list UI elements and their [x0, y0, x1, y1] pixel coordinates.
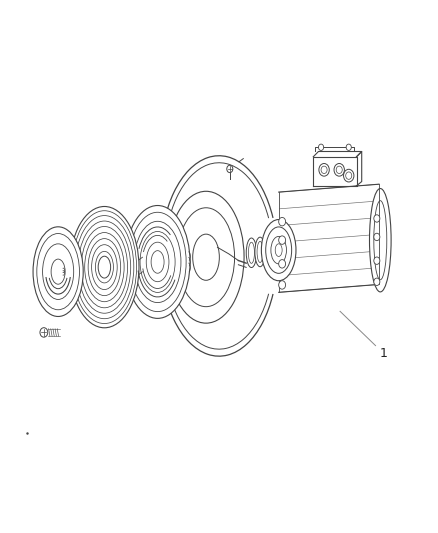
Circle shape [346, 144, 351, 150]
Ellipse shape [70, 206, 139, 328]
Ellipse shape [125, 206, 190, 318]
Circle shape [346, 172, 352, 179]
Circle shape [279, 217, 286, 226]
Circle shape [319, 164, 329, 176]
Ellipse shape [168, 191, 244, 323]
Ellipse shape [370, 189, 391, 292]
Circle shape [374, 278, 380, 286]
Circle shape [321, 166, 327, 174]
Circle shape [279, 236, 286, 244]
Circle shape [336, 166, 342, 174]
Circle shape [227, 165, 233, 173]
Ellipse shape [261, 220, 296, 281]
Ellipse shape [33, 227, 83, 317]
Circle shape [374, 215, 380, 222]
Ellipse shape [264, 236, 274, 266]
Circle shape [40, 328, 48, 337]
Circle shape [343, 169, 354, 182]
Text: 1: 1 [379, 347, 387, 360]
Circle shape [279, 281, 286, 289]
Circle shape [374, 257, 380, 264]
Circle shape [318, 144, 324, 150]
Ellipse shape [255, 237, 265, 266]
Circle shape [279, 260, 286, 268]
Circle shape [374, 233, 380, 240]
Ellipse shape [246, 238, 257, 268]
Circle shape [334, 164, 344, 176]
